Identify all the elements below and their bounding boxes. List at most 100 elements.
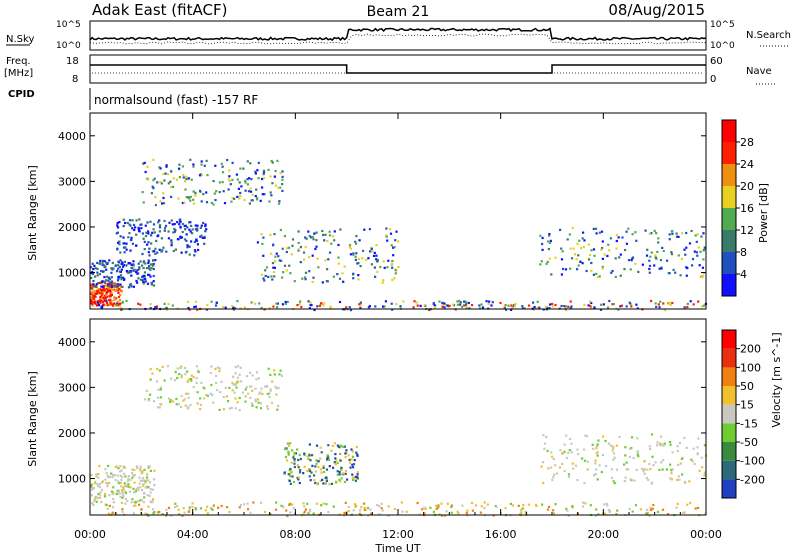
velocity-echo-cell <box>648 514 651 517</box>
power-echo-cell <box>590 261 593 265</box>
velocity-echo-cell <box>209 392 212 395</box>
power-echo-cell <box>223 202 227 205</box>
power-echo-cell <box>108 303 111 306</box>
power-echo-cell <box>191 228 194 231</box>
power-echo-cell <box>113 282 116 285</box>
power-echo-cell <box>284 302 287 305</box>
velocity-echo-cell <box>359 509 362 512</box>
velocity-echo-cell <box>551 478 554 481</box>
power-echo-cell <box>102 270 105 273</box>
velocity-echo-cell <box>152 512 155 515</box>
velocity-echo-cell <box>611 476 614 479</box>
velocity-echo-cell <box>139 499 142 502</box>
velocity-echo-cell <box>645 476 648 480</box>
power-echo-cell <box>137 277 140 280</box>
power-echo-cell <box>315 245 318 248</box>
power-colorbar-swatch <box>722 120 736 142</box>
velocity-echo-cell <box>654 461 657 464</box>
power-echo-cell <box>203 242 206 245</box>
power-echo-cell <box>273 175 276 178</box>
power-echo-cell <box>658 267 661 270</box>
power-echo-cell <box>601 265 604 268</box>
power-echo-cell <box>328 230 331 233</box>
velocity-echo-cell <box>112 506 115 509</box>
power-echo-cell <box>200 224 203 227</box>
power-echo-cell <box>250 178 253 181</box>
velocity-echo-cell <box>650 508 653 512</box>
time-tick-label: 00:00 <box>74 528 106 541</box>
velocity-echo-cell <box>470 501 474 504</box>
power-echo-cell <box>165 308 168 311</box>
velocity-echo-cell <box>237 365 240 368</box>
power-echo-cell <box>193 249 196 252</box>
power-echo-cell <box>548 234 551 237</box>
velocity-echo-cell <box>202 397 206 400</box>
velocity-echo-cell <box>289 511 292 514</box>
power-echo-cell <box>316 257 319 260</box>
power-echo-cell <box>397 266 400 269</box>
velocity-echo-cell <box>656 441 659 444</box>
power-echo-cell <box>433 304 437 307</box>
velocity-echo-cell <box>291 475 294 478</box>
power-echo-cell <box>98 288 101 291</box>
power-echo-cell <box>98 304 101 307</box>
power-echo-cell <box>599 308 603 311</box>
power-echo-cell <box>631 233 634 236</box>
velocity-echo-cell <box>600 471 603 474</box>
power-echo-cell <box>478 304 481 307</box>
power-echo-cell <box>670 251 673 254</box>
velocity-echo-cell <box>670 478 673 481</box>
power-echo-cell <box>108 285 111 288</box>
power-echo-cell <box>162 173 165 176</box>
power-echo-cell <box>276 159 279 162</box>
velocity-echo-cell <box>142 501 145 504</box>
power-echo-cell <box>196 243 199 246</box>
velocity-echo-cell <box>356 454 359 457</box>
power-echo-cell <box>139 303 142 306</box>
velocity-echo-cell <box>336 473 339 476</box>
power-echo-cell <box>182 176 185 179</box>
power-echo-cell <box>116 285 119 288</box>
velocity-echo-cell <box>117 482 120 485</box>
power-echo-cell <box>226 158 229 162</box>
velocity-echo-cell <box>341 445 344 448</box>
power-echo-cell <box>106 304 109 307</box>
power-echo-cell <box>188 253 191 256</box>
nave-tick-top: 60 <box>710 56 723 67</box>
power-echo-cell <box>391 259 394 263</box>
power-echo-cell <box>700 235 703 238</box>
velocity-echo-cell <box>293 459 296 462</box>
velocity-echo-cell <box>161 513 164 516</box>
velocity-echo-cell <box>91 487 94 490</box>
velocity-echo-cell <box>517 504 520 507</box>
power-echo-cell <box>321 229 324 233</box>
velocity-echo-cell <box>291 503 294 506</box>
power-echo-cell <box>261 177 264 181</box>
velocity-echo-cell <box>274 385 277 388</box>
power-echo-cell <box>397 240 400 243</box>
velocity-echo-cell <box>158 369 161 372</box>
power-echo-cell <box>196 229 199 232</box>
power-echo-cell <box>317 266 320 269</box>
velocity-echo-cell <box>457 512 460 515</box>
velocity-echo-cell <box>675 506 678 509</box>
velocity-echo-cell <box>210 365 213 368</box>
power-echo-cell <box>109 294 112 297</box>
power-echo-cell <box>94 275 97 278</box>
velocity-echo-cell <box>311 464 314 467</box>
power-echo-cell <box>551 305 554 308</box>
power-echo-cell <box>108 278 112 281</box>
velocity-echo-cell <box>416 501 419 505</box>
date-title: 08/Aug/2015 <box>608 1 705 19</box>
velocity-echo-cell <box>147 485 150 489</box>
velocity-echo-cell <box>246 502 249 505</box>
power-echo-cell <box>568 233 571 236</box>
velocity-echo-cell <box>646 512 649 515</box>
velocity-echo-cell <box>594 459 597 462</box>
power-echo-cell <box>560 273 563 276</box>
velocity-echo-cell <box>298 453 301 457</box>
velocity-echo-cell <box>292 480 296 484</box>
power-echo-cell <box>163 219 166 223</box>
power-echo-cell <box>548 233 551 236</box>
